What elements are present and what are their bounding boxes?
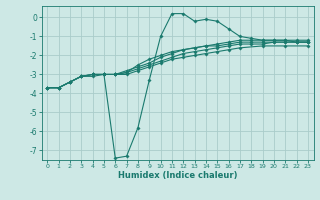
X-axis label: Humidex (Indice chaleur): Humidex (Indice chaleur) bbox=[118, 171, 237, 180]
